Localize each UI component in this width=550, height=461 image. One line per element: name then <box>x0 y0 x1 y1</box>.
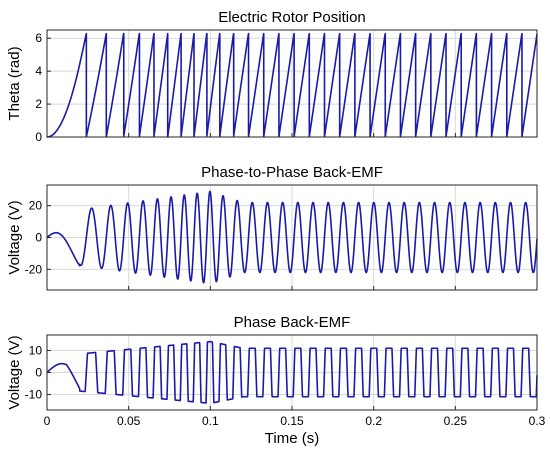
y-tick-label: 0 <box>35 130 42 144</box>
y-tick-label: 4 <box>35 64 42 78</box>
x-tick-label: 0.3 <box>529 414 546 428</box>
series-line <box>46 340 538 404</box>
y-tick-label: -10 <box>25 388 43 402</box>
y-tick-label: 0 <box>35 366 42 380</box>
y-tick-label: 10 <box>29 343 43 357</box>
series-line <box>46 32 538 138</box>
panel-1: 0 2 4 6 Electric Rotor Position Theta (rad) <box>6 9 538 144</box>
chart-title: Electric Rotor Position <box>218 9 366 26</box>
y-tick-label: 0 <box>35 231 42 245</box>
y-tick-label: -20 <box>25 262 43 276</box>
x-tick-label: 0.15 <box>280 414 304 428</box>
y-tick-label: 2 <box>35 97 42 111</box>
y-axis-label: Voltage (V) <box>6 335 23 409</box>
x-tick-label: 0.25 <box>444 414 468 428</box>
x-tick-label: 0.1 <box>202 414 219 428</box>
x-tick-label: 0 <box>44 414 51 428</box>
x-axis-label: Time (s) <box>265 430 319 447</box>
x-tick-label: 0.05 <box>117 414 141 428</box>
panel-2: -20 0 20 Phase-to-Phase Back-EMF Voltage (V) <box>6 164 538 291</box>
y-tick-label: 6 <box>35 31 42 45</box>
chart-title: Phase-to-Phase Back-EMF <box>201 164 383 181</box>
x-tick-label: 0.2 <box>365 414 382 428</box>
chart-title: Phase Back-EMF <box>234 314 351 331</box>
y-tick-label: 20 <box>29 199 43 213</box>
series-line <box>46 190 538 284</box>
y-axis-label: Voltage (V) <box>6 200 23 274</box>
y-axis-label: Theta (rad) <box>6 46 23 120</box>
